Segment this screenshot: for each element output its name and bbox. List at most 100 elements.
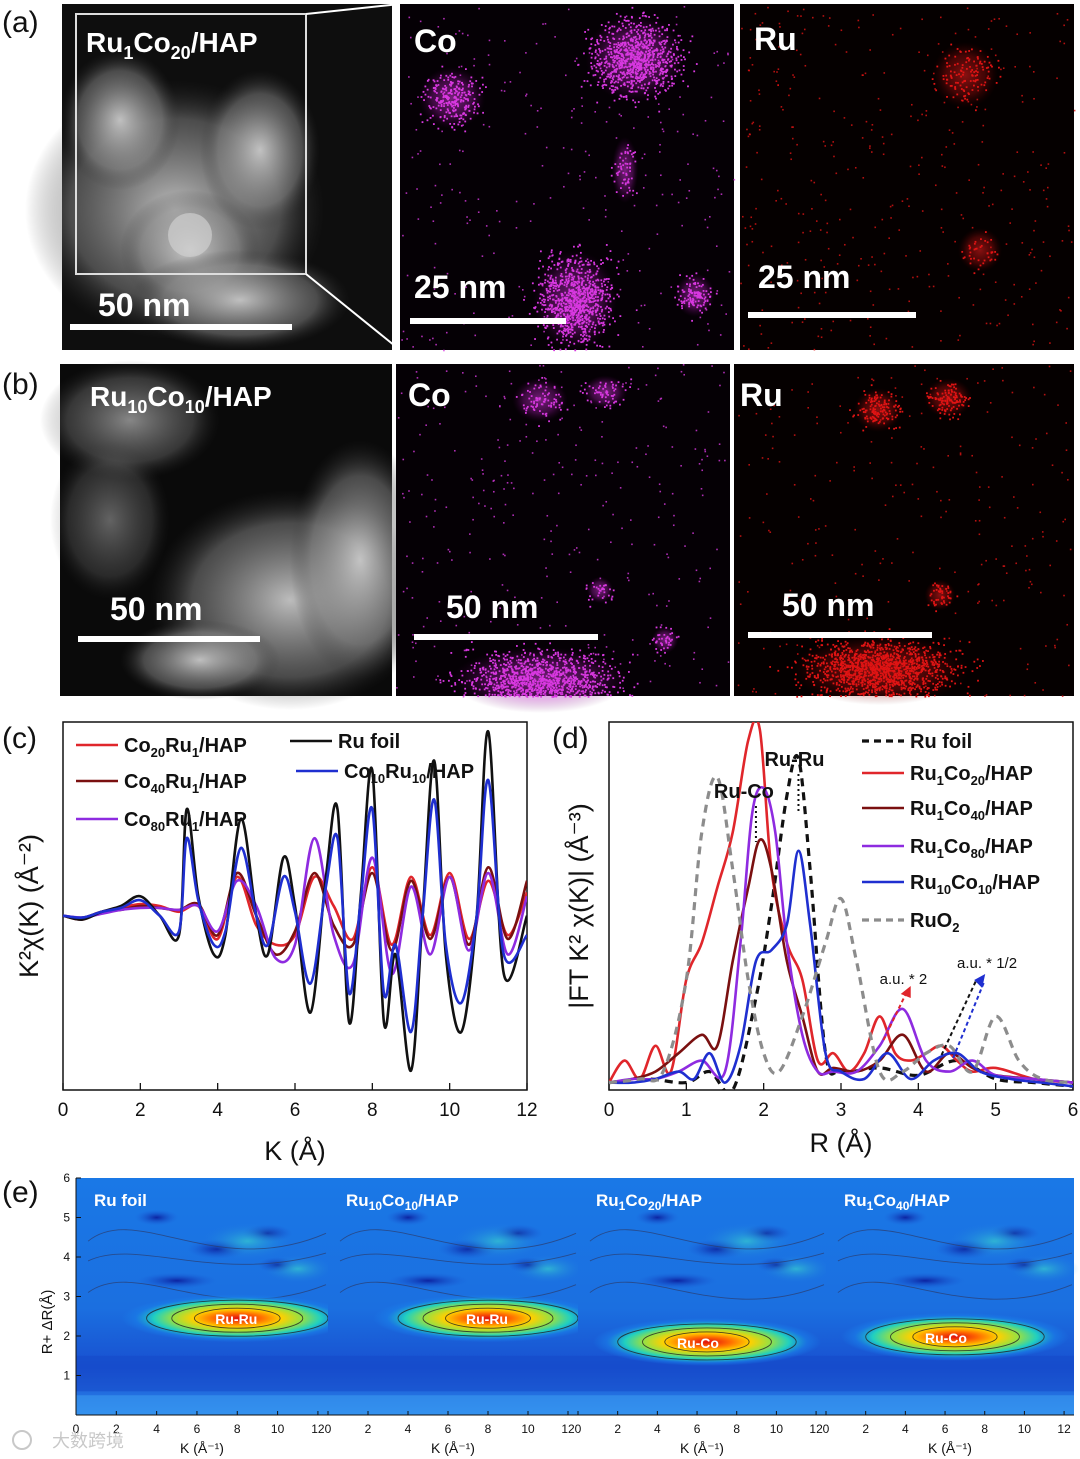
element-dot bbox=[590, 400, 592, 403]
element-dot bbox=[511, 668, 514, 671]
element-dot bbox=[562, 335, 564, 338]
element-dot bbox=[1000, 68, 1002, 71]
element-dot bbox=[605, 289, 608, 291]
element-dot bbox=[661, 193, 664, 196]
element-dot bbox=[514, 667, 517, 669]
element-dot bbox=[934, 88, 936, 90]
element-dot bbox=[581, 105, 584, 107]
element-dot bbox=[633, 29, 636, 31]
element-dot bbox=[588, 670, 591, 673]
element-dot bbox=[564, 324, 567, 327]
element-dot bbox=[595, 279, 598, 282]
element-dot bbox=[820, 328, 823, 330]
element-dot bbox=[521, 683, 524, 686]
element-dot bbox=[556, 601, 559, 604]
element-dot bbox=[646, 63, 649, 66]
element-dot bbox=[564, 695, 567, 698]
element-dot bbox=[542, 412, 544, 415]
element-dot bbox=[883, 666, 886, 669]
element-dot bbox=[588, 654, 591, 657]
element-dot bbox=[944, 57, 947, 60]
element-dot bbox=[953, 71, 956, 74]
element-dot bbox=[514, 681, 517, 683]
element-dot bbox=[590, 653, 592, 655]
element-dot bbox=[518, 683, 521, 685]
element-dot bbox=[523, 668, 526, 670]
element-dot bbox=[603, 584, 605, 587]
element-dot bbox=[854, 166, 857, 169]
element-dot bbox=[984, 231, 987, 233]
element-dot bbox=[604, 400, 607, 402]
element-dot bbox=[553, 310, 556, 313]
element-dot bbox=[602, 331, 605, 333]
element-dot bbox=[536, 440, 538, 443]
element-dot bbox=[662, 130, 665, 133]
element-dot bbox=[620, 79, 623, 82]
element-dot bbox=[767, 347, 770, 349]
element-dot bbox=[434, 510, 436, 512]
element-dot bbox=[547, 399, 550, 402]
element-dot bbox=[613, 46, 616, 49]
element-dot bbox=[529, 667, 532, 670]
element-dot bbox=[588, 292, 591, 295]
element-dot bbox=[750, 216, 753, 219]
element-dot bbox=[608, 45, 611, 47]
element-dot bbox=[530, 669, 532, 672]
element-dot bbox=[503, 672, 506, 674]
element-dot bbox=[571, 269, 574, 272]
element-dot bbox=[542, 392, 544, 395]
element-dot bbox=[575, 291, 578, 293]
element-dot bbox=[585, 287, 588, 290]
element-dot bbox=[666, 62, 669, 65]
element-dot bbox=[504, 655, 507, 658]
element-dot bbox=[609, 694, 612, 697]
element-dot bbox=[622, 55, 624, 58]
element-dot bbox=[617, 260, 620, 263]
element-dot bbox=[450, 675, 453, 678]
element-dot bbox=[874, 650, 877, 653]
element-dot bbox=[412, 676, 415, 678]
element-dot bbox=[672, 524, 675, 527]
element-dot bbox=[558, 393, 560, 396]
element-dot bbox=[492, 661, 494, 664]
element-dot bbox=[575, 254, 578, 257]
element-dot bbox=[503, 680, 506, 683]
element-dot bbox=[709, 295, 712, 298]
element-dot bbox=[799, 53, 802, 56]
element-dot bbox=[635, 40, 638, 43]
element-dot bbox=[587, 298, 590, 301]
element-dot bbox=[536, 310, 539, 313]
element-dot bbox=[419, 433, 421, 436]
element-dot bbox=[542, 687, 545, 689]
element-dot bbox=[561, 305, 564, 308]
element-dot bbox=[556, 524, 558, 527]
element-dot bbox=[698, 293, 700, 296]
element-dot bbox=[760, 178, 763, 181]
element-dot bbox=[556, 262, 559, 265]
element-dot bbox=[552, 287, 555, 289]
element-dot bbox=[529, 693, 531, 696]
element-dot bbox=[949, 85, 952, 87]
element-dot bbox=[639, 75, 642, 78]
element-dot bbox=[599, 34, 602, 37]
element-dot bbox=[417, 96, 419, 98]
element-dot bbox=[485, 86, 487, 89]
element-dot bbox=[571, 473, 573, 476]
element-dot bbox=[994, 54, 997, 57]
element-dot bbox=[588, 296, 591, 299]
element-dot bbox=[658, 73, 661, 76]
element-dot bbox=[597, 305, 600, 308]
element-dot bbox=[567, 680, 570, 682]
element-dot bbox=[556, 338, 558, 341]
element-dot bbox=[573, 280, 576, 283]
element-dot bbox=[652, 39, 655, 42]
element-dot bbox=[851, 656, 854, 659]
element-dot bbox=[554, 682, 557, 684]
element-dot bbox=[593, 675, 595, 677]
element-dot bbox=[698, 295, 701, 297]
element-dot bbox=[860, 257, 862, 260]
element-dot bbox=[546, 280, 549, 283]
element-dot bbox=[434, 86, 437, 89]
element-dot bbox=[828, 653, 831, 656]
element-dot bbox=[537, 686, 540, 689]
